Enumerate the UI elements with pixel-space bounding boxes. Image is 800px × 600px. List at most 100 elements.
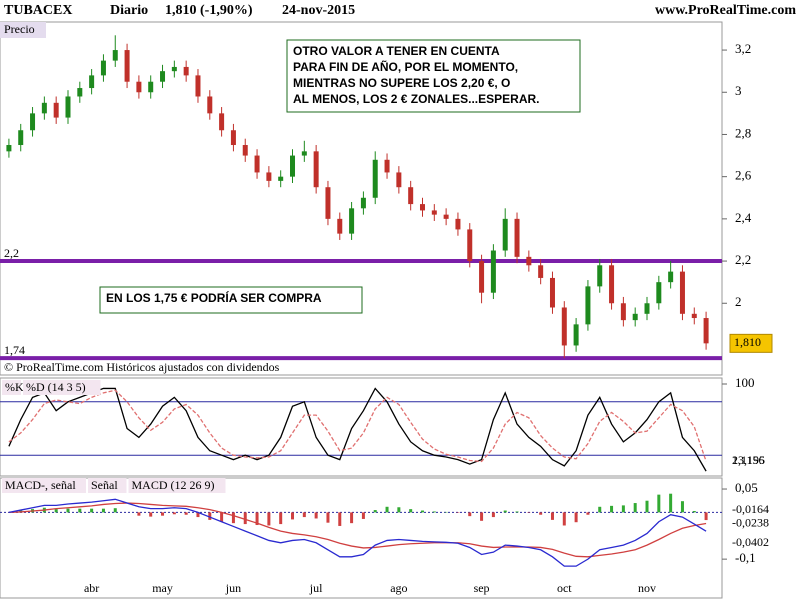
x-tick-label: jun xyxy=(225,581,241,595)
histogram-bar xyxy=(468,512,472,517)
candle-body xyxy=(703,318,709,344)
series-last-label: 2,1156 xyxy=(732,453,765,467)
histogram-bar xyxy=(385,506,389,513)
series-last-label: -0,0164 xyxy=(732,502,769,516)
histogram-bar xyxy=(586,512,590,515)
histogram-bar xyxy=(208,512,212,520)
candle-body xyxy=(679,271,685,314)
site: www.ProRealTime.com xyxy=(655,3,796,18)
x-tick-label: nov xyxy=(638,581,656,595)
histogram-bar xyxy=(621,505,625,513)
candle-body xyxy=(360,197,366,209)
histogram-bar xyxy=(338,512,342,526)
histogram-bar xyxy=(598,506,602,513)
histogram-bar xyxy=(491,512,495,518)
candle-body xyxy=(585,286,591,325)
series-line xyxy=(8,498,707,567)
last-price-label: 1,810 xyxy=(734,335,761,349)
histogram-bar xyxy=(137,512,141,516)
legend-entry: MACD-, señal xyxy=(5,478,76,492)
y-tick-label: 2,4 xyxy=(735,210,752,225)
candle-body xyxy=(467,229,473,262)
candle-body xyxy=(242,145,248,156)
histogram-bar xyxy=(101,508,105,513)
histogram-bar xyxy=(397,507,401,513)
histogram-bar xyxy=(633,503,637,513)
candle-body xyxy=(502,218,508,251)
annotation-box xyxy=(99,286,363,314)
legend-entry: MACD (12 26 9) xyxy=(132,478,215,492)
price-label: Precio xyxy=(4,22,35,36)
histogram-bar xyxy=(54,509,58,513)
candle-body xyxy=(41,102,47,114)
candle-body xyxy=(573,324,579,346)
histogram-bar xyxy=(66,508,70,513)
annotation-text: PARA FIN DE AÑO, POR EL MOMENTO, xyxy=(293,59,518,74)
histogram-bar xyxy=(610,505,614,513)
candle-body xyxy=(148,81,154,93)
y-tick-label: 3,2 xyxy=(735,41,751,56)
last-price-box xyxy=(729,333,773,353)
candle-body xyxy=(171,66,177,72)
stoch-panel xyxy=(0,377,723,477)
histogram-bar xyxy=(503,510,507,513)
x-tick-label: ago xyxy=(390,581,407,595)
histogram-bar xyxy=(704,512,708,521)
histogram-bar xyxy=(172,512,176,515)
series-last-label: -0,0402 xyxy=(732,535,769,549)
candle-body xyxy=(266,172,272,181)
histogram-bar xyxy=(480,512,484,521)
annotation-text: EN LOS 1,75 € PODRÍA SER COMPRA xyxy=(106,290,322,305)
candle-body xyxy=(325,187,331,219)
histogram-bar xyxy=(78,508,82,513)
histogram-bar xyxy=(243,512,247,525)
histogram-bar xyxy=(184,512,188,515)
histogram-bar xyxy=(149,512,153,517)
candle-body xyxy=(219,113,225,131)
quote: 1,810 (-1,90%) xyxy=(165,3,253,18)
histogram-bar xyxy=(515,511,519,513)
price-label-bg xyxy=(0,22,46,38)
legend-bg xyxy=(88,478,127,493)
candle-body xyxy=(183,66,189,76)
histogram-bar xyxy=(220,512,224,522)
histogram-bar xyxy=(680,501,684,513)
legend-entry: Señal xyxy=(91,478,118,492)
date: 24-nov-2015 xyxy=(282,3,355,18)
x-tick-label: may xyxy=(152,581,173,595)
histogram-bar xyxy=(231,512,235,524)
candle-body xyxy=(419,204,425,211)
price-panel xyxy=(0,21,723,376)
histogram-bar xyxy=(373,510,377,513)
series-line xyxy=(8,387,707,472)
macd-panel xyxy=(0,477,723,599)
candle-body xyxy=(514,218,520,257)
footer: © ProRealTime.com Históricos ajustados c… xyxy=(4,360,280,374)
candle-body xyxy=(6,145,12,152)
candle-body xyxy=(490,250,496,293)
candle-body xyxy=(479,261,485,293)
legend-bg xyxy=(2,478,86,493)
candle-body xyxy=(136,81,142,93)
candle-body xyxy=(597,265,603,287)
x-tick-label: abr xyxy=(84,581,99,595)
y-tick-label: 3 xyxy=(735,83,742,98)
series-last-label: -0,0238 xyxy=(732,515,769,529)
candle-body xyxy=(30,113,36,131)
annotation-text: AL MENOS, LOS 2 € ZONALES...ESPERAR. xyxy=(293,92,540,106)
symbol: TUBACEX xyxy=(4,3,72,18)
candle-body xyxy=(230,130,236,146)
candle-body xyxy=(455,218,461,230)
candle-body xyxy=(443,214,449,219)
candle-body xyxy=(65,96,71,118)
histogram-bar xyxy=(562,512,566,526)
legend-bg xyxy=(128,478,226,493)
annotation-text: MIENTRAS NO SUPERE LOS 2,20 €, O xyxy=(293,76,510,90)
candle-body xyxy=(89,75,95,89)
y-tick-label: 2,2 xyxy=(735,252,751,267)
candle-body xyxy=(254,155,260,173)
candle-body xyxy=(538,265,544,278)
candle-body xyxy=(396,172,402,188)
x-tick-label: oct xyxy=(557,581,572,595)
